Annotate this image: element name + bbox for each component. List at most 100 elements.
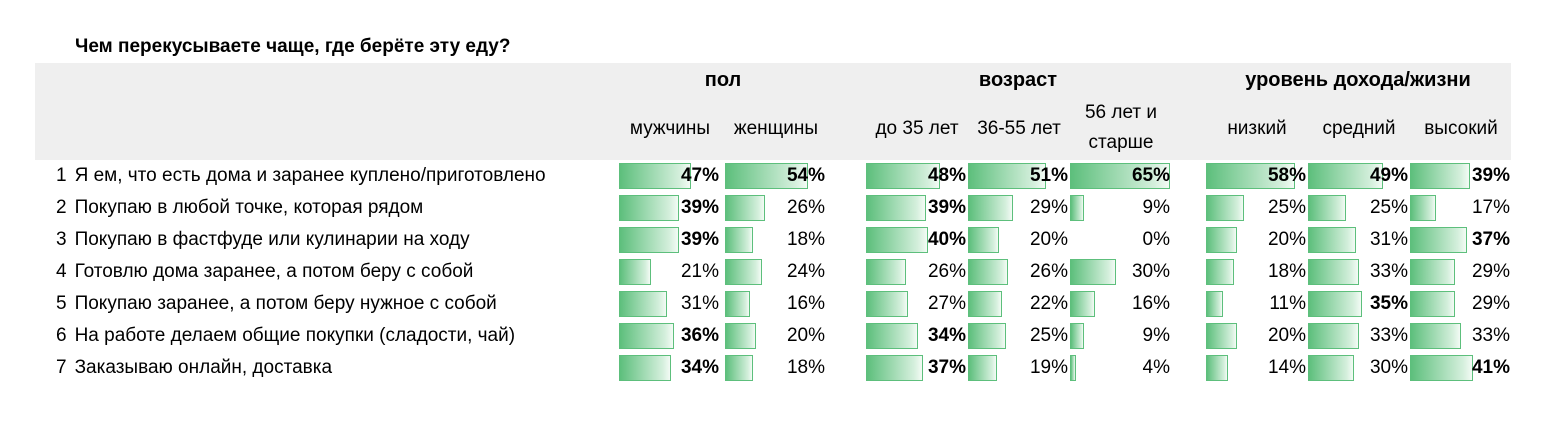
data-bar: [1206, 323, 1237, 349]
row-number: 5: [56, 293, 67, 314]
data-value-label: 19%: [1029, 357, 1068, 378]
data-bar: [725, 163, 809, 189]
data-value-label: 11%: [1269, 293, 1306, 314]
data-value-label: 26%: [786, 197, 825, 218]
data-bar: [1206, 227, 1237, 253]
data-bar: [1308, 227, 1356, 253]
data-value-label: 14%: [1267, 357, 1306, 378]
data-value-label: 20%: [1029, 229, 1068, 250]
data-value-label: 37%: [927, 357, 966, 378]
row-number: 1: [56, 165, 67, 186]
data-value-label: 9%: [1142, 197, 1170, 218]
data-value-label: 33%: [1369, 325, 1408, 346]
data-bar: [1070, 195, 1084, 221]
data-bar: [619, 227, 679, 253]
row-text: Заказываю онлайн, доставка: [74, 357, 333, 378]
row-text: Покупаю в любой точке, которая рядом: [74, 197, 424, 218]
data-bar: [1410, 227, 1467, 253]
data-bar: [1308, 291, 1362, 317]
row-number: 7: [56, 357, 67, 378]
row-text: Я ем, что есть дома и заранее куплено/пр…: [74, 165, 546, 186]
column-label: 36-55 лет: [977, 118, 1061, 139]
data-bar: [968, 323, 1007, 349]
data-bar: [725, 195, 765, 221]
data-value-label: 58%: [1267, 165, 1306, 186]
row-label: 1 Я ем, что есть дома и заранее куплено/п…: [56, 162, 546, 190]
data-bar: [1308, 259, 1359, 285]
data-value-label: 34%: [680, 357, 719, 378]
row-label: 3 Покупаю в фастфуде или кулинарии на ход…: [56, 226, 470, 254]
data-bar: [1308, 323, 1359, 349]
data-value-label: 39%: [680, 229, 719, 250]
data-value-label: 21%: [680, 261, 719, 282]
row-text: Покупаю в фастфуде или кулинарии на ходу: [74, 229, 470, 250]
data-value-label: 9%: [1142, 325, 1170, 346]
data-value-label: 26%: [1029, 261, 1068, 282]
row-number: 6: [56, 325, 67, 346]
data-bar: [866, 259, 906, 285]
data-value-label: 37%: [1471, 229, 1510, 250]
data-bar: [968, 355, 998, 381]
data-value-label: 33%: [1369, 261, 1408, 282]
data-value-label: 18%: [786, 229, 825, 250]
row-text: Готовлю дома заранее, а потом беру с соб…: [74, 261, 474, 282]
data-value-label: 26%: [927, 261, 966, 282]
data-value-label: 49%: [1369, 165, 1408, 186]
data-bar: [1410, 163, 1470, 189]
row-text: На работе делаем общие покупки (сладости…: [74, 325, 516, 346]
data-value-label: 18%: [1267, 261, 1306, 282]
data-bar: [866, 227, 928, 253]
data-bar: [1308, 355, 1355, 381]
data-bar: [866, 195, 926, 221]
column-label: женщины: [733, 118, 819, 139]
row-label: 5 Покупаю заранее, а потом беру нужное с …: [56, 290, 497, 318]
data-bar: [725, 355, 753, 381]
data-bar: [1206, 355, 1228, 381]
data-value-label: 48%: [927, 165, 966, 186]
data-bar: [725, 227, 753, 253]
data-bar: [1070, 259, 1117, 285]
chart-title: Чем перекусываете чаще, где берёте эту е…: [75, 36, 511, 57]
data-value-label: 51%: [1029, 165, 1068, 186]
data-value-label: 47%: [680, 165, 719, 186]
data-bar: [968, 259, 1008, 285]
data-bar: [1410, 195, 1437, 221]
data-value-label: 30%: [1131, 261, 1170, 282]
data-value-label: 18%: [786, 357, 825, 378]
row-number: 3: [56, 229, 67, 250]
data-value-label: 35%: [1369, 293, 1408, 314]
column-label: мужчины: [629, 118, 711, 139]
data-bar: [1070, 163, 1170, 189]
data-bar: [866, 323, 919, 349]
data-value-label: 40%: [927, 229, 966, 250]
data-bar: [1206, 291, 1223, 317]
data-bar: [866, 355, 923, 381]
data-value-label: 39%: [680, 197, 719, 218]
group-label: уровень дохода/жизни: [1245, 69, 1471, 91]
header-band: [35, 63, 1511, 160]
data-bar: [725, 291, 750, 317]
data-value-label: 16%: [1131, 293, 1170, 314]
column-label: средний: [1322, 118, 1396, 139]
column-label: высокий: [1424, 118, 1498, 139]
data-value-label: 24%: [786, 261, 825, 282]
data-bar: [968, 227, 999, 253]
data-value-label: 31%: [680, 293, 719, 314]
data-value-label: 25%: [1369, 197, 1408, 218]
data-value-label: 65%: [1131, 165, 1170, 186]
row-text: Покупаю заранее, а потом беру нужное с с…: [74, 293, 497, 314]
data-bar: [1410, 355, 1474, 381]
row-label: 7 Заказываю онлайн, доставка: [56, 354, 332, 382]
data-bar: [619, 259, 652, 285]
column-label: 56 лет и старше: [1084, 102, 1158, 153]
data-value-label: 31%: [1369, 229, 1408, 250]
data-value-label: 41%: [1471, 357, 1510, 378]
data-bar: [1070, 355, 1077, 381]
data-bar: [1206, 259, 1234, 285]
data-bar: [1206, 163, 1296, 189]
data-bar: [1410, 323, 1461, 349]
data-bar: [968, 195, 1013, 221]
data-bar: [1206, 195, 1245, 221]
data-bar: [619, 195, 679, 221]
data-value-label: 20%: [1267, 325, 1306, 346]
